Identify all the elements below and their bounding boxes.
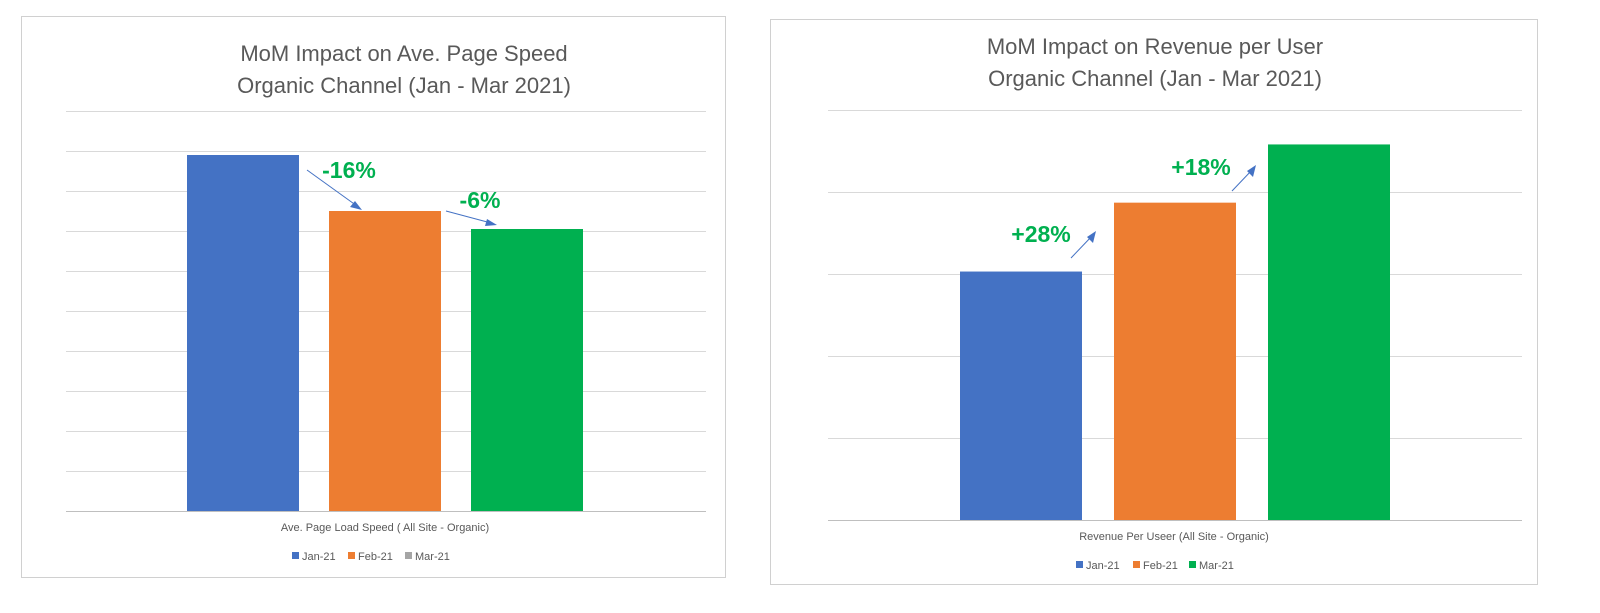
gridlines <box>66 111 706 472</box>
legend-swatch-feb <box>1133 561 1140 568</box>
annotation-label-2: -6% <box>460 187 501 213</box>
legend-label-feb: Feb-21 <box>1143 560 1178 572</box>
annotation-arrow-1 <box>306 169 358 207</box>
chart-title-line-2: Organic Channel (Jan - Mar 2021) <box>237 73 571 98</box>
legend-swatch-feb <box>348 552 355 559</box>
legend: Jan-21 Feb-21 Mar-21 <box>1076 560 1234 572</box>
annotation-arrowhead-2 <box>1247 165 1256 177</box>
annotation-arrowhead-1 <box>350 201 362 210</box>
annotation-arrowhead-1 <box>1087 231 1096 243</box>
x-axis-category-label: Revenue Per Useer (All Site - Organic) <box>1079 531 1269 543</box>
annotation-label-2: +18% <box>1171 154 1230 180</box>
legend-label-jan: Jan-21 <box>1086 560 1120 572</box>
bar-jan <box>187 155 299 511</box>
bar-feb <box>329 211 441 511</box>
legend-label-feb: Feb-21 <box>358 551 393 563</box>
annotation-arrows <box>1070 165 1256 259</box>
legend-label-jan: Jan-21 <box>302 551 336 563</box>
annotation-arrow-2 <box>445 210 492 224</box>
legend-swatch-mar <box>1189 561 1196 568</box>
bar-jan <box>960 271 1082 520</box>
legend-swatch-mar <box>405 552 412 559</box>
annotation-label-1: +28% <box>1011 221 1070 247</box>
bar-feb <box>1114 202 1236 520</box>
chart-revenue-per-user: MoM Impact on Revenue per User Organic C… <box>770 19 1538 585</box>
bars <box>960 144 1390 520</box>
bar-mar <box>471 229 583 511</box>
x-axis-category-label: Ave. Page Load Speed ( All Site - Organi… <box>281 522 489 534</box>
legend-label-mar: Mar-21 <box>415 551 450 563</box>
annotation-label-1: -16% <box>322 157 376 183</box>
chart-title-line-2: Organic Channel (Jan - Mar 2021) <box>988 66 1322 91</box>
legend-label-mar: Mar-21 <box>1199 560 1234 572</box>
legend: Jan-21 Feb-21 Mar-21 <box>292 551 450 563</box>
legend-swatch-jan <box>292 552 299 559</box>
annotation-arrows <box>306 169 497 226</box>
chart-title-line-1: MoM Impact on Ave. Page Speed <box>240 41 567 66</box>
annotation-arrowhead-2 <box>485 219 497 226</box>
chart-title-line-1: MoM Impact on Revenue per User <box>987 34 1323 59</box>
annotation-arrow-2 <box>1231 169 1253 192</box>
annotation-arrow-1 <box>1070 235 1093 259</box>
bar-mar <box>1268 144 1390 520</box>
bars <box>187 155 583 511</box>
legend-swatch-jan <box>1076 561 1083 568</box>
chart-page-speed: MoM Impact on Ave. Page Speed Organic Ch… <box>21 16 726 578</box>
